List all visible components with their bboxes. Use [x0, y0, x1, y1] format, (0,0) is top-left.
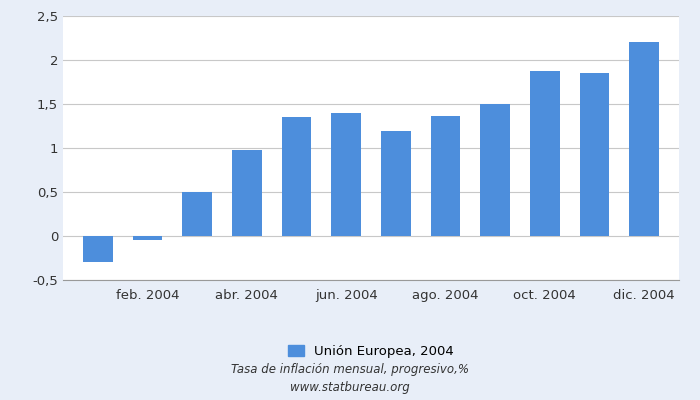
Bar [629, 42, 659, 236]
Bar [281, 117, 312, 236]
Bar [182, 192, 212, 236]
Legend: Unión Europea, 2004: Unión Europea, 2004 [288, 345, 454, 358]
Bar [83, 236, 113, 262]
Bar [232, 150, 262, 236]
Bar [381, 131, 411, 236]
Bar [430, 116, 461, 236]
Bar [331, 113, 361, 236]
Bar [132, 236, 162, 240]
Bar [480, 104, 510, 236]
Bar [580, 73, 610, 236]
Text: Tasa de inflación mensual, progresivo,%: Tasa de inflación mensual, progresivo,% [231, 364, 469, 376]
Bar [530, 72, 560, 236]
Text: www.statbureau.org: www.statbureau.org [290, 382, 410, 394]
